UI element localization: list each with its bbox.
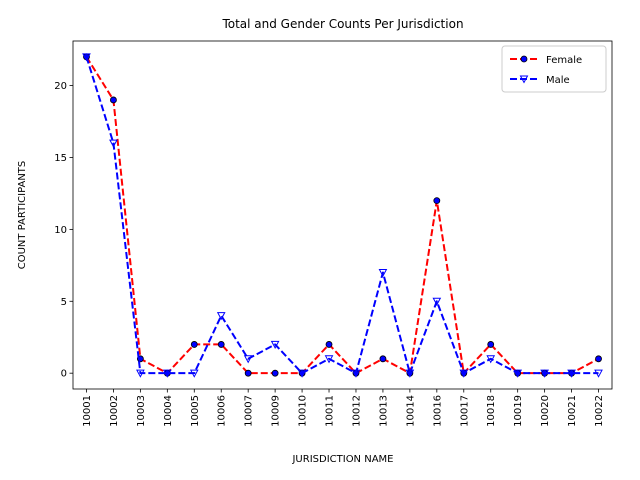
- legend-marker-male: [519, 75, 529, 84]
- data-point-male: [82, 53, 91, 62]
- data-point-female: [595, 355, 602, 363]
- data-point-male: [405, 369, 415, 378]
- y-tick-label: 20: [54, 81, 67, 92]
- x-tick-label: 10018: [486, 395, 497, 427]
- data-point-male: [324, 355, 334, 364]
- x-tick-label: 10001: [82, 395, 93, 427]
- data-point-male: [378, 269, 388, 278]
- x-tick-label: 10012: [351, 395, 362, 427]
- x-tick-label: 10017: [459, 395, 470, 427]
- data-point-male: [109, 139, 118, 148]
- x-tick-label: 10011: [325, 395, 336, 427]
- data-point-male: [270, 340, 280, 349]
- data-point-female: [217, 341, 225, 348]
- legend-box: [501, 45, 607, 93]
- data-point-male: [567, 369, 576, 378]
- data-point-male: [459, 369, 469, 378]
- data-point-female: [487, 341, 495, 348]
- chart-title: Total and Gender Counts Per Jurisdiction: [221, 17, 463, 31]
- plot-area: 0 5 10 15 20 10001 10002 10003 10004 10005 10006 10…: [54, 40, 613, 427]
- y-tick-label: 15: [54, 153, 67, 164]
- data-point-male: [351, 369, 361, 378]
- x-tick-label: 10021: [567, 395, 578, 427]
- series-line-male: [85, 56, 599, 375]
- data-point-male: [513, 369, 523, 378]
- x-tick-label: 10004: [163, 395, 174, 427]
- legend-marker-female: [520, 55, 528, 63]
- data-point-male: [540, 369, 549, 378]
- x-tick-label: 10022: [594, 395, 605, 427]
- x-tick-label: 10014: [405, 395, 416, 427]
- data-point-female: [433, 197, 441, 205]
- legend-label-male: Male: [546, 75, 570, 86]
- data-point-male: [136, 369, 145, 378]
- y-tick-label: 10: [54, 225, 67, 236]
- x-tick-label: 10016: [432, 395, 443, 427]
- data-point-female: [190, 341, 198, 348]
- x-tick-label: 10005: [190, 395, 201, 427]
- y-tick-label: 0: [61, 369, 67, 380]
- data-point-male: [594, 369, 603, 378]
- data-point-male: [297, 369, 307, 378]
- x-tick-label: 10006: [217, 395, 228, 427]
- y-axis-label: COUNT PARTICIPANTS: [17, 161, 28, 270]
- data-point-male: [162, 369, 172, 378]
- y-tick-label: 5: [61, 297, 67, 308]
- x-tick-label: 10002: [109, 395, 120, 427]
- x-tick-label: 10019: [513, 395, 524, 427]
- x-tick-label: 10020: [540, 395, 551, 427]
- legend-label-female: Female: [546, 55, 582, 66]
- x-tick-label: 10003: [136, 395, 147, 427]
- data-point-male: [216, 312, 226, 321]
- x-tick-label: 10009: [271, 395, 282, 427]
- series-line-female: [85, 56, 599, 375]
- data-point-female: [325, 341, 333, 348]
- x-axis-label: JURISDICTION NAME: [291, 454, 393, 465]
- data-point-female: [271, 369, 279, 377]
- data-point-male: [486, 355, 496, 364]
- data-point-male: [432, 297, 442, 306]
- x-tick-label: 10010: [298, 395, 309, 427]
- x-tick-label: 10007: [244, 395, 255, 427]
- data-point-female: [110, 96, 117, 104]
- data-point-male: [243, 355, 253, 364]
- data-point-male: [189, 369, 199, 378]
- legend: Female Male: [501, 45, 607, 93]
- axes-frame: [72, 40, 613, 390]
- x-tick-label: 10013: [378, 395, 389, 427]
- data-point-female: [244, 369, 252, 377]
- data-point-female: [379, 355, 387, 363]
